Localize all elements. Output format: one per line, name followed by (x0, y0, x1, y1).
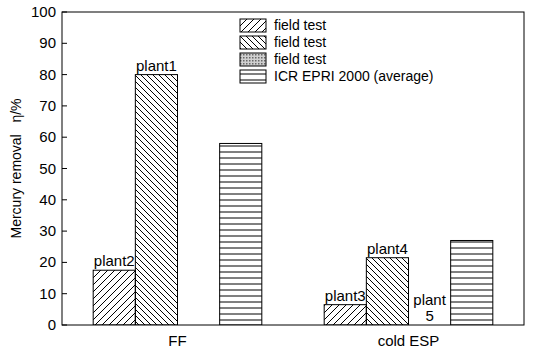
point-label: plant2 (94, 252, 135, 269)
x-tick-label: FF (168, 332, 186, 349)
legend-label: field test (274, 51, 326, 67)
legend-label: field test (274, 34, 326, 50)
y-tick (62, 105, 67, 106)
y-tick (62, 262, 67, 263)
bars (93, 75, 493, 325)
y-tick-label: 40 (39, 191, 56, 208)
point-label-line: plant1 (136, 57, 177, 74)
chart: plant2plant3plant1plant4plant50102030405… (0, 0, 560, 360)
y-tick-label: 90 (39, 34, 56, 51)
legend-label: field test (274, 17, 326, 33)
point-label: plant3 (325, 287, 366, 304)
bar (135, 75, 177, 325)
y-tick-label: 60 (39, 128, 56, 145)
bar (93, 270, 135, 325)
point-label: plant4 (367, 240, 408, 257)
y-tick (62, 43, 67, 44)
y-tick-label: 80 (39, 66, 56, 83)
legend: field testfield testfield testICR EPRI 2… (240, 17, 434, 84)
point-label-line: plant3 (325, 287, 366, 304)
point-label: plant1 (136, 57, 177, 74)
legend-swatch (240, 19, 266, 32)
bar (366, 258, 408, 325)
y-tick-label: 30 (39, 222, 56, 239)
y-tick-label: 10 (39, 285, 56, 302)
y-axis-label: Mercury removal η/% (8, 98, 24, 238)
point-label-line: plant4 (367, 240, 408, 257)
y-tick-label: 20 (39, 253, 56, 270)
y-tick (62, 325, 67, 326)
point-label: plant5 (413, 291, 446, 324)
bar (324, 305, 366, 325)
y-tick (62, 199, 67, 200)
y-tick (62, 12, 67, 13)
legend-swatch (240, 53, 266, 66)
point-label-line: plant2 (94, 252, 135, 269)
legend-swatch (240, 36, 266, 49)
y-tick-label: 70 (39, 97, 56, 114)
y-tick-label: 50 (39, 160, 56, 177)
y-tick (62, 293, 67, 294)
bar (220, 143, 262, 325)
y-tick (62, 168, 67, 169)
legend-label: ICR EPRI 2000 (average) (274, 68, 434, 84)
bar (451, 240, 493, 325)
legend-swatch (240, 70, 266, 83)
x-tick-label: cold ESP (378, 332, 440, 349)
y-tick-label: 0 (48, 316, 56, 333)
y-tick (62, 74, 67, 75)
y-tick (62, 137, 67, 138)
y-tick (62, 231, 67, 232)
point-label-line: plant (413, 291, 446, 308)
plot-frame (62, 12, 524, 325)
point-label-line: 5 (425, 307, 433, 324)
y-tick-label: 100 (31, 3, 56, 20)
